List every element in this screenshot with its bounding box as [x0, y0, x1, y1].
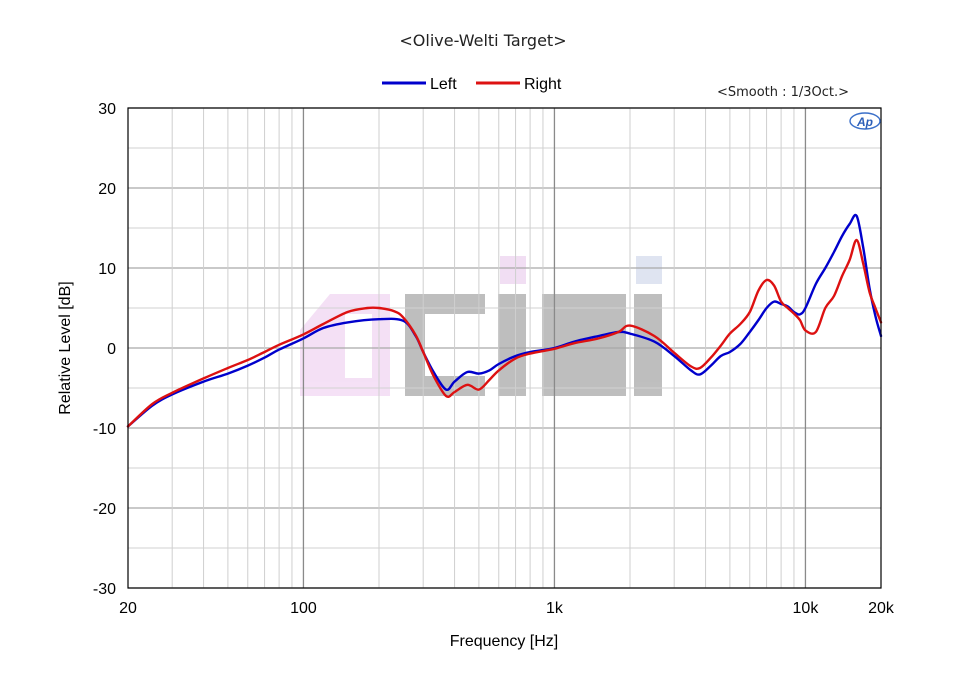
- x-tick-label: 20k: [868, 600, 895, 617]
- plot-frame: [127, 107, 882, 589]
- smoothing-annotation: <Smooth : 1/3Oct.>: [717, 85, 849, 100]
- y-tick-label: 20: [98, 181, 116, 198]
- x-tick-label: 1k: [546, 600, 564, 617]
- svg-text:Ap: Ap: [856, 115, 873, 129]
- dcimi-watermark: [300, 256, 662, 396]
- y-tick-label: 30: [98, 101, 116, 118]
- ap-logo: Ap: [849, 112, 881, 130]
- y-tick-label: -30: [93, 581, 116, 598]
- legend: Left Right: [382, 76, 562, 93]
- y-tick-label: 10: [98, 261, 116, 278]
- series-line-left: [126, 213, 883, 428]
- y-tick-label: -20: [93, 501, 116, 518]
- plot-series: [126, 213, 883, 428]
- x-tick-label: 100: [290, 600, 317, 617]
- x-axis-label: Frequency [Hz]: [450, 633, 558, 650]
- y-tick-label: 0: [107, 341, 116, 358]
- legend-left-label: Left: [430, 76, 457, 93]
- x-tick-label: 10k: [793, 600, 820, 617]
- y-axis-label: Relative Level [dB]: [57, 281, 74, 414]
- y-tick-label: -10: [93, 421, 116, 438]
- series-line-right: [126, 238, 883, 428]
- legend-right-label: Right: [524, 76, 562, 93]
- x-tick-label: 20: [119, 600, 137, 617]
- plot-grid: [127, 107, 882, 589]
- chart-title: <Olive-Welti Target>: [399, 31, 566, 50]
